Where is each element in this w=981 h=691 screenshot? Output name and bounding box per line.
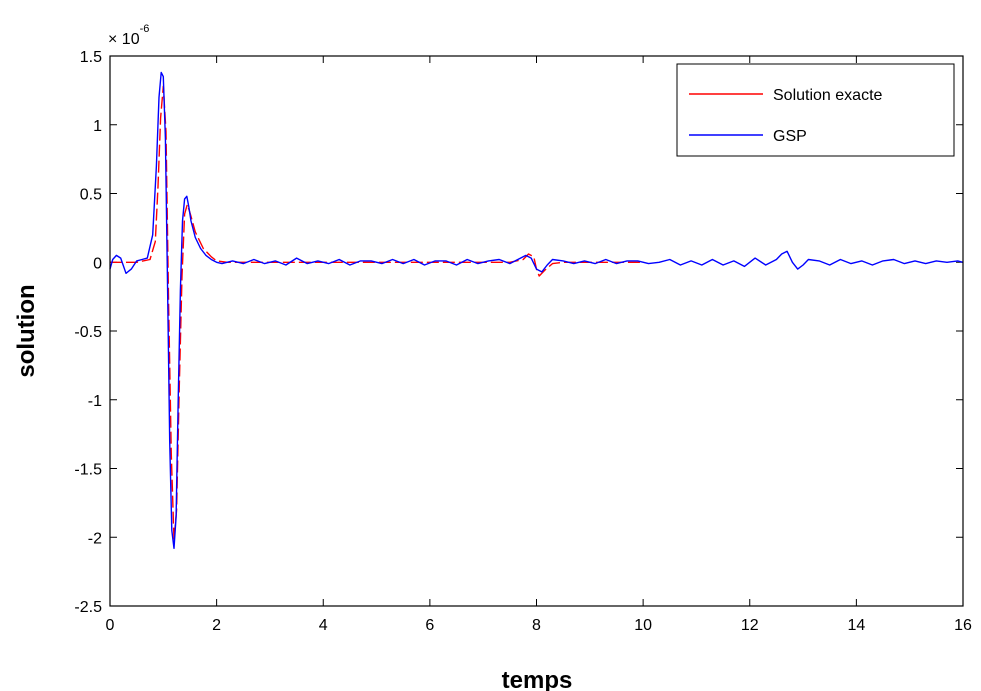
y-tick-label: -1.5 [74, 462, 102, 479]
series-line-solution-exacte [110, 85, 644, 541]
y-tick-label: 1.5 [80, 49, 102, 66]
x-tick-label: 4 [319, 617, 328, 634]
series-line-gsp [109, 71, 964, 549]
x-tick-label: 14 [847, 617, 865, 634]
x-axis-label: temps [502, 667, 573, 691]
y-axis-label: solution [13, 284, 40, 377]
x-tick-label: 16 [954, 617, 972, 634]
legend-label-gsp: GSP [773, 128, 807, 145]
legend: Solution exacte GSP [676, 63, 955, 157]
y-tick-label: 0.5 [80, 187, 102, 204]
x-tick-label: 6 [425, 617, 434, 634]
y-tick-label: -2 [88, 530, 102, 547]
axes-box [109, 55, 964, 607]
legend-box [676, 63, 955, 157]
x-tick-label: 8 [532, 617, 541, 634]
y-tick-label: 0 [93, 255, 102, 272]
x-tick-label: 12 [741, 617, 759, 634]
y-tick-label: -2.5 [74, 599, 102, 616]
x-tick-label: 10 [634, 617, 652, 634]
legend-label-solution-exacte: Solution exacte [773, 87, 883, 104]
x-tick-label: 2 [212, 617, 221, 634]
y-tick-label: -1 [88, 393, 102, 410]
x-tick-label: 0 [106, 617, 115, 634]
y-tick-label: 1 [93, 118, 102, 135]
plot-area [109, 71, 964, 549]
y-exponent-label: × 10-6 [108, 23, 149, 48]
y-tick-label: -0.5 [74, 324, 102, 341]
